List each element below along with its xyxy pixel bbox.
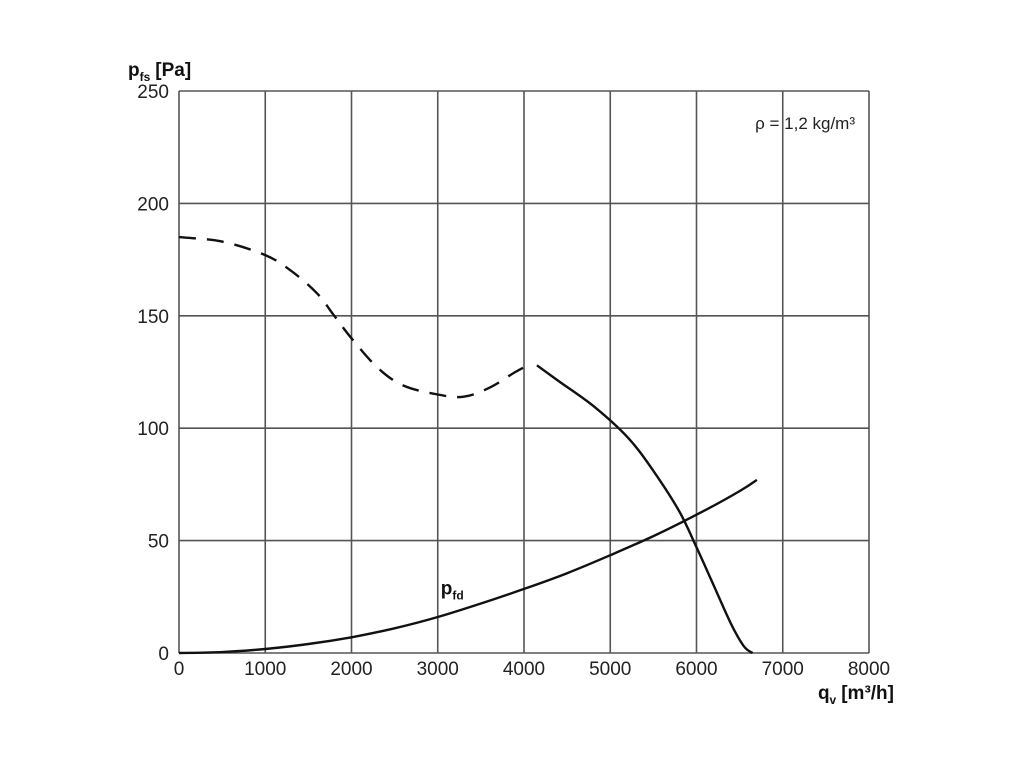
y-tick-label: 0: [158, 644, 169, 665]
x-tick-label: 6000: [675, 659, 717, 680]
x-tick-label: 1000: [244, 659, 286, 680]
pfd-curve-label: pfd: [441, 579, 464, 603]
grid: [178, 90, 870, 654]
y-tick-labels: 0 50 100 150 200 250: [137, 82, 169, 665]
pfs-curve-dashed: [178, 235, 534, 399]
y-tick-label: 200: [137, 194, 169, 215]
x-tick-label: 7000: [762, 659, 804, 680]
y-tick-label: 150: [137, 307, 169, 328]
y-tick-label: 50: [148, 532, 169, 553]
air-density-annotation: ρ = 1,2 kg/m³: [755, 114, 855, 133]
x-axis-title: qv [m³/h]: [818, 683, 894, 707]
series-group: [178, 235, 758, 655]
x-tick-labels: 0 1000 2000 3000 4000 5000 6000 7000 8000: [174, 659, 890, 680]
pfs-curve-solid: [536, 364, 754, 655]
x-tick-label: 4000: [503, 659, 545, 680]
y-axis-title: pfs [Pa]: [128, 60, 191, 84]
x-tick-label: 3000: [417, 659, 459, 680]
pfd-curve: [178, 478, 758, 655]
y-tick-label: 250: [137, 82, 169, 103]
x-tick-label: 2000: [330, 659, 372, 680]
x-tick-label: 0: [174, 659, 185, 680]
y-tick-label: 100: [137, 419, 169, 440]
x-tick-label: 5000: [589, 659, 631, 680]
x-tick-label: 8000: [848, 659, 890, 680]
